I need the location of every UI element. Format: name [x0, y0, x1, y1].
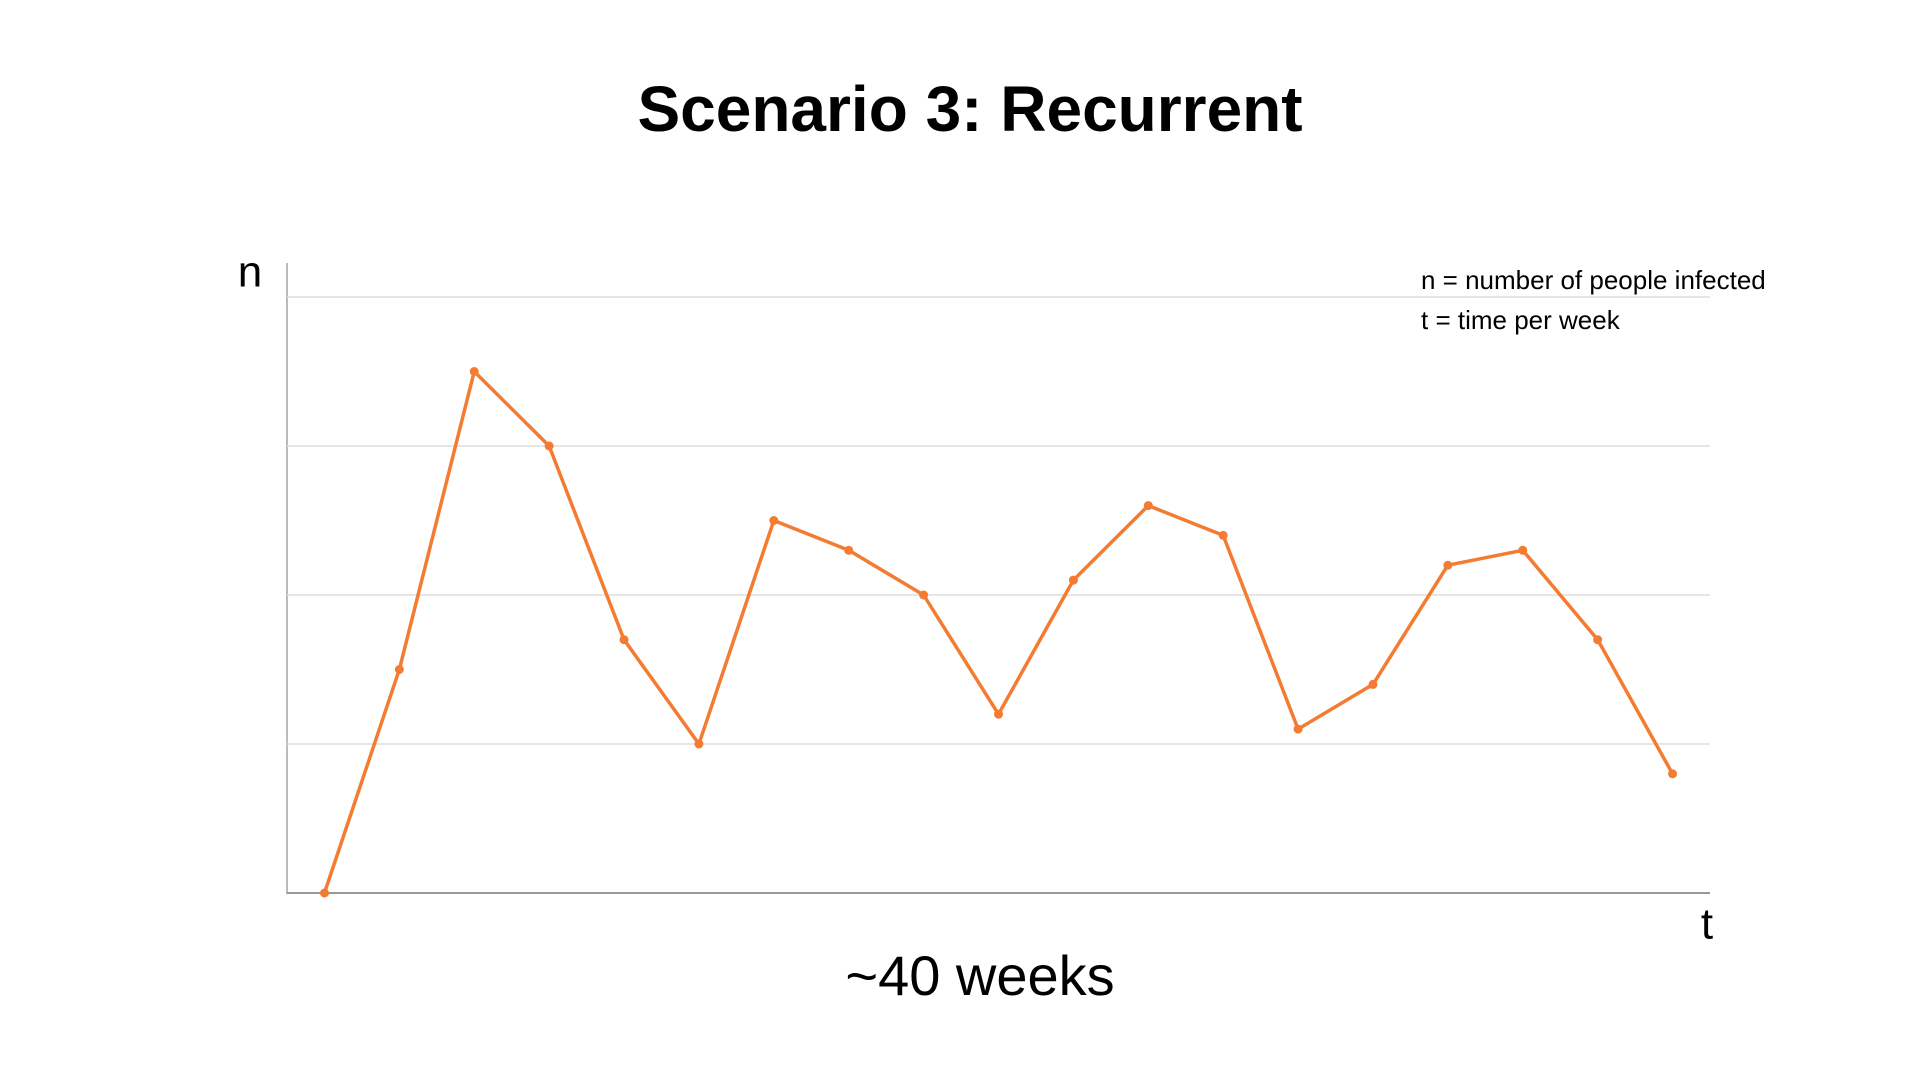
- point: [1443, 560, 1453, 570]
- x-axis-label: t: [1701, 900, 1713, 949]
- y-axis-label: n: [238, 248, 262, 297]
- note: t = time per week: [1421, 305, 1621, 335]
- point: [994, 709, 1003, 719]
- note: n = number of people infected: [1421, 265, 1766, 295]
- chart-title: Scenario 3: Recurrent: [637, 73, 1302, 145]
- point: [1293, 724, 1303, 734]
- point: [1143, 501, 1153, 511]
- point: [544, 441, 554, 451]
- point: [1668, 769, 1678, 779]
- point: [1068, 575, 1078, 585]
- point: [919, 590, 929, 600]
- point: [469, 367, 479, 376]
- point: [1218, 530, 1228, 540]
- line: [322, 369, 1675, 894]
- point: [844, 545, 854, 555]
- subtitle: ~40 weeks: [845, 944, 1114, 1007]
- point: [619, 635, 629, 645]
- point: [694, 739, 704, 749]
- point: [769, 516, 779, 525]
- point: [394, 665, 404, 674]
- point: [319, 888, 329, 898]
- point: [1518, 545, 1528, 555]
- point: [1593, 635, 1603, 645]
- point: [1368, 679, 1378, 689]
